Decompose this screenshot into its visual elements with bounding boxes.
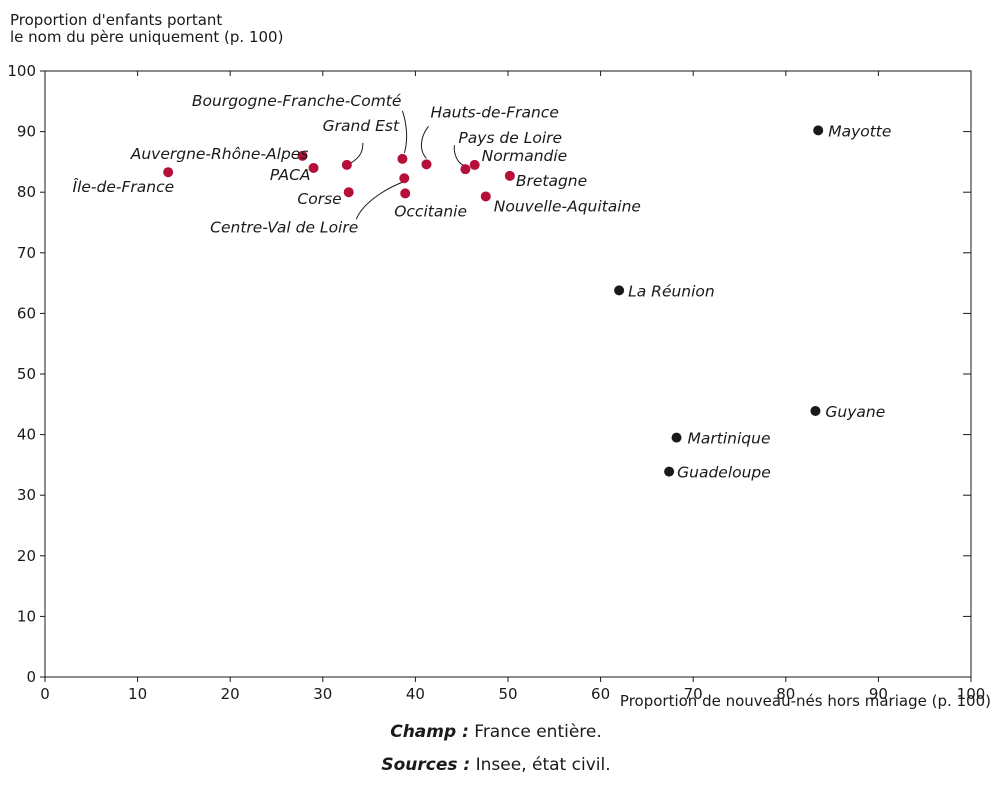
data-point <box>469 159 480 170</box>
y-tick-label: 30 <box>17 486 36 504</box>
data-point <box>504 170 515 181</box>
point-labels: Île-de-France Auvergne-Rhône-Alpes PACA Gra… <box>73 92 892 482</box>
data-point <box>460 164 471 175</box>
x-tick-label: 50 <box>498 685 517 703</box>
data-point <box>341 159 352 170</box>
leader-line <box>421 126 429 159</box>
leader-line <box>453 145 464 166</box>
y-tick-label: 20 <box>17 547 36 565</box>
data-point <box>399 173 410 184</box>
x-tick-label: 40 <box>406 685 425 703</box>
y-axis-title-line-2: le nom du père uniquement (p. 100) <box>10 28 284 46</box>
x-tick-label: 30 <box>313 685 332 703</box>
point-label: Guadeloupe <box>677 464 771 482</box>
data-point <box>163 167 174 178</box>
point-label: Pays de Loire <box>458 129 562 147</box>
point-label: Centre-Val de Loire <box>210 218 358 236</box>
y-tick-label: 70 <box>17 244 36 262</box>
y-axis-title-line-1: Proportion d'enfants portant <box>10 11 223 29</box>
point-label: Hauts-de-France <box>431 103 559 121</box>
x-tick-label: 60 <box>591 685 610 703</box>
data-point <box>480 191 491 202</box>
x-tick-label: 20 <box>221 685 240 703</box>
champ-label: Champ : <box>390 722 469 742</box>
data-point <box>421 159 432 170</box>
data-point <box>297 150 308 161</box>
tick-labels: 0 10 20 30 40 50 60 70 80 90 100 0 10 20 30 40 50 60 70 80 9… <box>7 62 985 703</box>
data-point <box>810 405 821 416</box>
y-tick-label: 60 <box>17 304 36 322</box>
data-point <box>400 188 411 199</box>
x-tick-label: 70 <box>684 685 703 703</box>
y-tick-label: 0 <box>26 668 36 686</box>
data-point <box>614 285 625 296</box>
plot-area <box>44 70 972 678</box>
point-label: La Réunion <box>628 282 715 300</box>
point-label: Corse <box>297 190 341 208</box>
data-point <box>397 153 408 164</box>
leader-lines <box>350 110 464 220</box>
axis-ticks <box>40 70 972 682</box>
point-label: PACA <box>270 166 311 184</box>
point-label: Martinique <box>688 430 771 448</box>
y-tick-label: 10 <box>17 607 36 625</box>
data-point <box>671 432 682 443</box>
point-label: Nouvelle-Aquitaine <box>494 197 641 215</box>
footer-sources: Sources : Insee, état civil. <box>0 755 992 775</box>
sources-text: Insee, état civil. <box>470 755 611 775</box>
y-tick-label: 50 <box>17 365 36 383</box>
point-label: Mayotte <box>828 122 891 140</box>
data-point <box>308 162 319 173</box>
y-tick-label: 90 <box>17 123 36 141</box>
x-tick-label: 80 <box>776 685 795 703</box>
leader-line <box>355 181 403 220</box>
data-points <box>163 125 824 477</box>
sources-label: Sources : <box>381 755 471 775</box>
scatter-chart: 0 10 20 30 40 50 60 70 80 90 100 0 10 20 30 40 50 60 70 80 9… <box>7 62 991 710</box>
leader-line <box>401 110 408 154</box>
point-label: Bretagne <box>516 172 587 190</box>
point-label: Normandie <box>482 147 568 165</box>
point-label: Grand Est <box>323 117 400 135</box>
point-label: Auvergne-Rhône-Alpes <box>130 145 309 163</box>
point-label: Bourgogne-Franche-Comté <box>192 92 402 110</box>
x-axis-title: Proportion de nouveau-nés hors mariage (… <box>620 692 991 710</box>
y-tick-label: 100 <box>7 62 36 80</box>
point-label: Guyane <box>825 403 885 421</box>
x-tick-label: 100 <box>957 685 986 703</box>
data-point <box>343 187 354 198</box>
point-label: Occitanie <box>394 202 467 220</box>
data-point <box>664 466 675 477</box>
x-tick-label: 10 <box>128 685 147 703</box>
x-tick-label: 0 <box>40 685 50 703</box>
y-axis-title: Proportion d'enfants portant le nom du p… <box>10 12 283 46</box>
x-tick-label: 90 <box>869 685 888 703</box>
champ-text: France entière. <box>468 722 602 742</box>
footer-champ: Champ : France entière. <box>0 722 992 742</box>
leader-line <box>350 142 364 164</box>
y-tick-label: 80 <box>17 183 36 201</box>
y-tick-label: 40 <box>17 426 36 444</box>
point-label: Île-de-France <box>73 177 175 196</box>
data-point <box>813 125 824 136</box>
